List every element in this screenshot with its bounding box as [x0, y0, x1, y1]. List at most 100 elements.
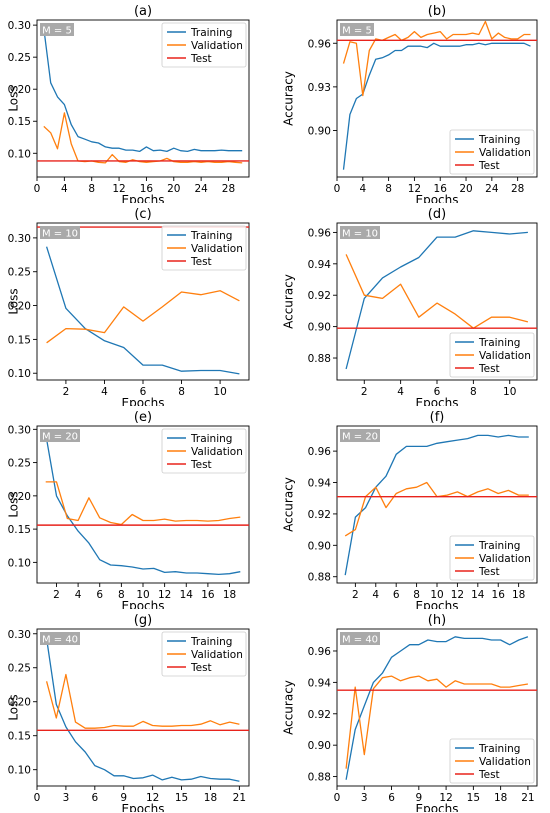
y-tick-label: 0.94 — [308, 259, 332, 271]
x-tick-label: 4 — [359, 183, 366, 195]
x-tick-label: 2 — [53, 589, 60, 601]
m-badge-label: M = 20 — [342, 432, 378, 443]
y-tick-label: 0.25 — [8, 267, 31, 279]
legend-label: Validation — [479, 350, 531, 362]
x-tick-label: 12 — [112, 183, 125, 195]
x-axis-label: Epochs — [416, 802, 459, 812]
legend-box — [161, 631, 247, 677]
y-axis-label: Loss — [7, 694, 21, 720]
y-axis-label: Loss — [7, 85, 21, 111]
series-validation-line — [43, 112, 243, 164]
y-tick-label: 0.96 — [308, 446, 332, 458]
x-tick-label: 21 — [521, 792, 534, 804]
x-tick-label: 6 — [96, 589, 103, 601]
x-tick-label: 10 — [136, 589, 149, 601]
legend-label: Test — [190, 256, 212, 268]
y-tick-label: 0.10 — [8, 148, 31, 160]
x-axis-label: Epochs — [416, 599, 459, 609]
y-tick-label: 0.20 — [8, 491, 31, 503]
x-tick-label: 6 — [91, 792, 98, 804]
legend-label: Training — [190, 230, 232, 242]
x-tick-label: 20 — [167, 183, 180, 195]
chart-panel-d: (d) 0.88 0.90 0.92 0.94 0.96 2 4 6 8 10 Epochs Accur… — [282, 207, 538, 406]
x-tick-label: 6 — [434, 386, 441, 398]
x-tick-label: 16 — [140, 183, 154, 195]
y-axis-label: Loss — [7, 288, 21, 314]
x-tick-label: 15 — [467, 792, 480, 804]
x-tick-label: 8 — [385, 183, 392, 195]
legend-label: Training — [190, 636, 232, 648]
legend-label: Training — [190, 433, 232, 445]
y-tick-label: 0.30 — [8, 629, 31, 641]
y-tick-label: 0.30 — [8, 20, 31, 32]
y-tick-label: 0.94 — [308, 677, 332, 689]
x-tick-label: 16 — [492, 589, 506, 601]
x-tick-label: 12 — [451, 589, 464, 601]
y-axis-label: Loss — [7, 491, 21, 517]
legend-label: Test — [478, 566, 500, 578]
x-tick-label: 0 — [34, 183, 41, 195]
x-axis-label: Epochs — [416, 396, 459, 406]
legend-label: Training — [478, 743, 520, 755]
m-badge — [340, 226, 380, 239]
x-tick-label: 8 — [118, 589, 125, 601]
legend-label: Test — [190, 662, 212, 674]
series-validation-line — [45, 481, 241, 526]
series-training-line — [45, 433, 241, 576]
chart-title: (d) — [428, 207, 446, 222]
y-tick-label: 0.90 — [308, 322, 331, 334]
series-training-line — [45, 638, 240, 782]
legend-label: Validation — [191, 649, 243, 661]
x-tick-label: 28 — [511, 183, 524, 195]
plot-frame — [36, 628, 250, 787]
legend-label: Test — [478, 769, 500, 781]
legend-box — [449, 738, 535, 784]
y-axis-label: Accuracy — [282, 71, 296, 126]
x-tick-label: 16 — [434, 183, 448, 195]
y-tick-label: 0.88 — [308, 353, 331, 365]
x-tick-label: 10 — [213, 386, 226, 398]
x-tick-label: 8 — [470, 386, 477, 398]
x-tick-label: 12 — [158, 589, 171, 601]
y-tick-label: 0.90 — [308, 740, 331, 752]
x-tick-label: 4 — [101, 386, 108, 398]
legend-label: Validation — [479, 756, 531, 768]
x-tick-label: 24 — [194, 183, 208, 195]
x-tick-label: 18 — [512, 589, 525, 601]
x-tick-label: 9 — [415, 792, 422, 804]
x-tick-label: 14 — [471, 589, 485, 601]
series-training-line — [345, 230, 528, 370]
legend-box — [161, 428, 247, 474]
y-axis-label: Accuracy — [282, 477, 296, 532]
series-validation-line — [344, 481, 529, 537]
legend-label: Training — [478, 540, 520, 552]
y-tick-label: 0.94 — [308, 478, 332, 490]
x-tick-label: 28 — [222, 183, 235, 195]
m-badge — [40, 632, 80, 645]
chart-title: (e) — [134, 410, 152, 425]
legend-label: Test — [190, 459, 212, 471]
y-tick-label: 0.10 — [8, 765, 31, 777]
series-training-line — [345, 636, 529, 780]
series-validation-line — [45, 673, 240, 729]
y-tick-label: 0.90 — [308, 125, 331, 137]
series-validation-line — [345, 254, 529, 329]
x-tick-label: 14 — [180, 589, 194, 601]
m-badge-label: M = 10 — [342, 229, 378, 240]
legend-label: Validation — [479, 147, 531, 159]
chart-title: (g) — [134, 613, 152, 628]
x-tick-label: 12 — [408, 183, 421, 195]
x-tick-label: 8 — [88, 183, 95, 195]
y-tick-label: 0.15 — [8, 731, 31, 743]
plot-frame — [36, 19, 250, 178]
legend-box — [161, 22, 247, 68]
legend-label: Test — [190, 53, 212, 65]
x-tick-label: 0 — [334, 792, 341, 804]
chart-panel-a: (a) 0.10 0.15 0.20 0.25 0.30 0 4 8 12 16 20 24 28 Epoc… — [7, 4, 250, 203]
series-training-line — [45, 246, 240, 375]
x-tick-label: 3 — [63, 792, 70, 804]
x-axis-label: Epochs — [122, 802, 165, 812]
x-tick-label: 4 — [61, 183, 68, 195]
x-tick-label: 8 — [413, 589, 420, 601]
y-tick-label: 0.15 — [8, 334, 31, 346]
